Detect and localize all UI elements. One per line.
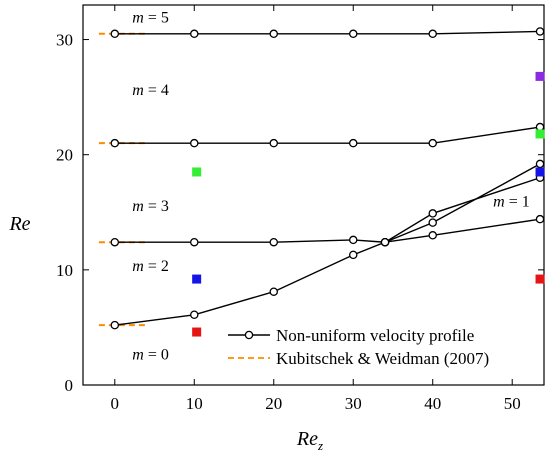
x-tick-label: 20 [265, 394, 282, 413]
mode-label: m = 3 [132, 198, 169, 215]
square-marker [535, 129, 545, 139]
data-point [428, 218, 437, 227]
square-marker [192, 274, 202, 284]
data-point [110, 320, 120, 330]
data-point [190, 237, 199, 247]
data-point [348, 138, 358, 148]
square-marker [192, 167, 202, 177]
y-tick-label: 20 [56, 146, 73, 165]
data-point [269, 237, 279, 247]
data-point [535, 159, 545, 169]
data-point [348, 29, 358, 39]
mode-label: m = 0 [132, 347, 169, 364]
data-point [110, 138, 120, 148]
data-point [348, 250, 358, 260]
data-point [428, 231, 437, 240]
x-axis-title: Rez [296, 428, 323, 453]
plot-frame [82, 4, 545, 386]
x-tick-label: 0 [111, 394, 120, 413]
square-marker [192, 327, 202, 337]
data-point [380, 237, 390, 247]
x-axis-title-main: Re [296, 428, 318, 450]
data-point [269, 287, 279, 296]
mode-label: m = 1 [493, 194, 530, 211]
series-line [114, 126, 541, 144]
mode-label: m = 5 [132, 9, 169, 26]
y-axis-title: Re [8, 213, 30, 235]
data-point [269, 138, 279, 148]
series-line [114, 218, 541, 243]
data-point [428, 209, 437, 218]
legend-label-nonuniform: Non-uniform velocity profile [276, 326, 474, 345]
legend: Non-uniform velocity profile Kubitschek … [228, 326, 489, 368]
data-point [190, 138, 199, 148]
x-tick-label: 50 [504, 394, 521, 413]
legend-marker-sample [244, 330, 254, 340]
y-tick-label: 0 [65, 376, 74, 395]
data-point [190, 29, 199, 39]
y-tick-label: 10 [56, 261, 73, 280]
data-point [535, 214, 545, 224]
data-point [269, 29, 279, 39]
data-point [348, 235, 358, 245]
y-tick-label: 30 [56, 31, 73, 50]
mode-label: m = 4 [132, 82, 169, 99]
x-tick-label: 40 [424, 394, 441, 413]
data-point [190, 310, 199, 320]
square-marker [535, 71, 545, 81]
x-tick-label: 30 [345, 394, 362, 413]
x-tick-label: 10 [186, 394, 203, 413]
data-point [110, 237, 120, 247]
series-line [114, 30, 541, 35]
data-point [428, 138, 437, 148]
legend-label-kubitschek: Kubitschek & Weidman (2007) [276, 349, 489, 368]
mode-label: m = 2 [132, 258, 169, 275]
square-marker [535, 167, 545, 177]
data-point [110, 29, 120, 39]
x-axis-title-sub: z [317, 438, 323, 453]
square-marker [535, 274, 545, 284]
plot-area: 0 10 20 30 40 50 0 10 20 30 m = 5 m = 4 m = 3 m = 2 m … [56, 4, 545, 413]
series-line [114, 177, 541, 326]
data-point [428, 29, 437, 39]
data-point [535, 27, 545, 36]
